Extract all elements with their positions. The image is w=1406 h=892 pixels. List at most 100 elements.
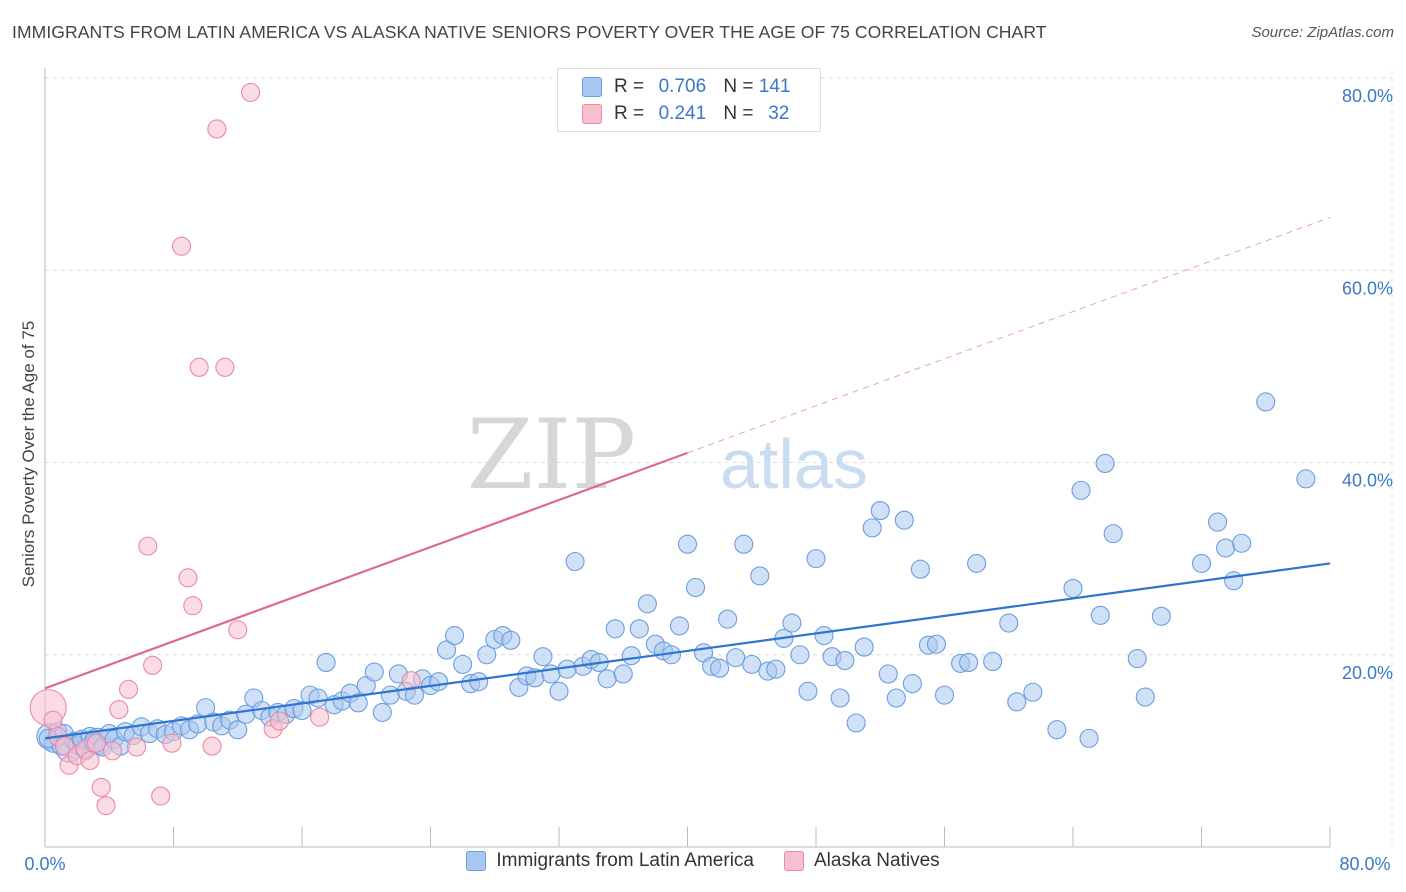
y-tick-label: 80.0% [1342, 86, 1393, 106]
point-latin-america [565, 551, 585, 572]
point-alaska-natives [269, 711, 290, 731]
point-latin-america [1296, 469, 1316, 489]
series-legend-latin-america: Immigrants from Latin America [466, 850, 754, 872]
point-latin-america [1007, 692, 1027, 712]
point-latin-america [1023, 682, 1043, 702]
point-latin-america [1063, 578, 1083, 598]
point-latin-america [1090, 605, 1110, 625]
point-latin-america [835, 650, 855, 671]
point-alaska-natives [171, 236, 192, 256]
legend-row-alaska-natives: R = 0.241 N = 32 [582, 102, 799, 126]
point-latin-america [437, 640, 457, 660]
point-alaska-natives [310, 707, 330, 727]
watermark-zip: ZIP [467, 399, 636, 511]
point-alaska-natives [54, 736, 74, 756]
point-alaska-natives [127, 737, 147, 757]
point-alaska-natives [91, 777, 111, 797]
point-latin-america [316, 652, 336, 672]
point-alaska-natives [183, 596, 203, 616]
correlation-legend: R = 0.706 N = 141 R = 0.241 N = 32 [557, 68, 821, 132]
point-alaska-natives [178, 568, 198, 588]
legend-n-label: N = [723, 76, 754, 97]
chart-title: IMMIGRANTS FROM LATIN AMERICA VS ALASKA … [12, 22, 1047, 42]
trend-line-alaska-natives [44, 451, 688, 690]
point-latin-america [453, 654, 473, 674]
point-alaska-natives [96, 796, 116, 816]
point-alaska-natives [207, 119, 227, 139]
point-alaska-natives [143, 655, 163, 675]
point-latin-america [228, 720, 248, 740]
legend-n-value: 141 [758, 76, 791, 97]
point-latin-america [621, 646, 641, 666]
point-latin-america [1224, 571, 1244, 591]
y-axis-label: Seniors Poverty Over the Age of 75 [19, 321, 38, 587]
point-latin-america [629, 619, 649, 639]
point-alaska-natives [228, 620, 248, 640]
grid-lines [45, 70, 1393, 847]
point-latin-america [1256, 392, 1276, 412]
point-latin-america [846, 713, 866, 733]
point-alaska-natives [401, 671, 421, 691]
series-legend-alaska-natives: Alaska Natives [783, 850, 940, 872]
point-alaska-natives [118, 679, 139, 699]
point-latin-america [926, 634, 947, 654]
point-latin-america [710, 658, 730, 678]
point-alaska-natives [138, 536, 158, 556]
legend-r-value: 0.706 [658, 76, 707, 97]
point-latin-america [910, 559, 930, 579]
point-latin-america [364, 662, 384, 682]
legend-r-value: 0.241 [658, 103, 707, 124]
point-latin-america [1232, 533, 1252, 553]
point-latin-america [533, 647, 553, 667]
point-alaska-natives [215, 357, 235, 377]
y-tick-label: 40.0% [1342, 471, 1393, 491]
point-latin-america [1047, 720, 1067, 740]
watermark: ZIP atlas [467, 399, 868, 511]
point-latin-america [1079, 728, 1099, 748]
x-tick-label: 80.0% [1339, 854, 1390, 874]
series-legend: Immigrants from Latin America Alaska Nat… [0, 850, 1406, 872]
trend-lines [44, 216, 1331, 740]
point-alaska-natives [189, 357, 209, 377]
point-latin-america [501, 630, 521, 650]
point-latin-america [959, 652, 979, 672]
point-latin-america [637, 594, 657, 614]
data-points [29, 82, 1316, 816]
point-alaska-natives [102, 741, 123, 761]
trend-line-latin-america [44, 562, 1331, 740]
point-latin-america [428, 672, 449, 692]
point-latin-america [549, 681, 569, 701]
x-tick-label: 0.0% [24, 854, 65, 874]
point-latin-america [380, 685, 400, 705]
point-latin-america [983, 651, 1003, 672]
point-alaska-natives [109, 699, 129, 720]
point-latin-america [685, 577, 706, 598]
point-latin-america [782, 613, 802, 633]
point-latin-america [1127, 649, 1147, 669]
point-latin-america [469, 672, 489, 692]
point-latin-america [718, 609, 738, 629]
point-latin-america [605, 619, 625, 639]
legend-r-label: R = [614, 103, 645, 124]
point-latin-america [613, 664, 633, 684]
point-latin-america [1216, 538, 1236, 558]
series-swatch-pink [783, 851, 804, 871]
point-latin-america [372, 702, 392, 722]
point-latin-america [1135, 687, 1155, 707]
point-latin-america [894, 510, 914, 530]
point-alaska-natives [43, 710, 63, 730]
legend-r-label: R = [614, 76, 645, 97]
point-latin-america [348, 693, 368, 713]
point-latin-america [902, 674, 922, 694]
legend-row-latin-america: R = 0.706 N = 141 [582, 75, 790, 99]
point-latin-america [878, 664, 898, 684]
point-latin-america [934, 685, 955, 705]
series-swatch-blue [466, 851, 487, 871]
watermark-atlas: atlas [720, 425, 868, 503]
point-latin-america [790, 645, 810, 665]
point-alaska-natives [162, 733, 182, 753]
point-latin-america [1191, 553, 1212, 573]
point-latin-america [1095, 453, 1115, 474]
source-credit: Source: ZipAtlas.com [1251, 24, 1394, 41]
